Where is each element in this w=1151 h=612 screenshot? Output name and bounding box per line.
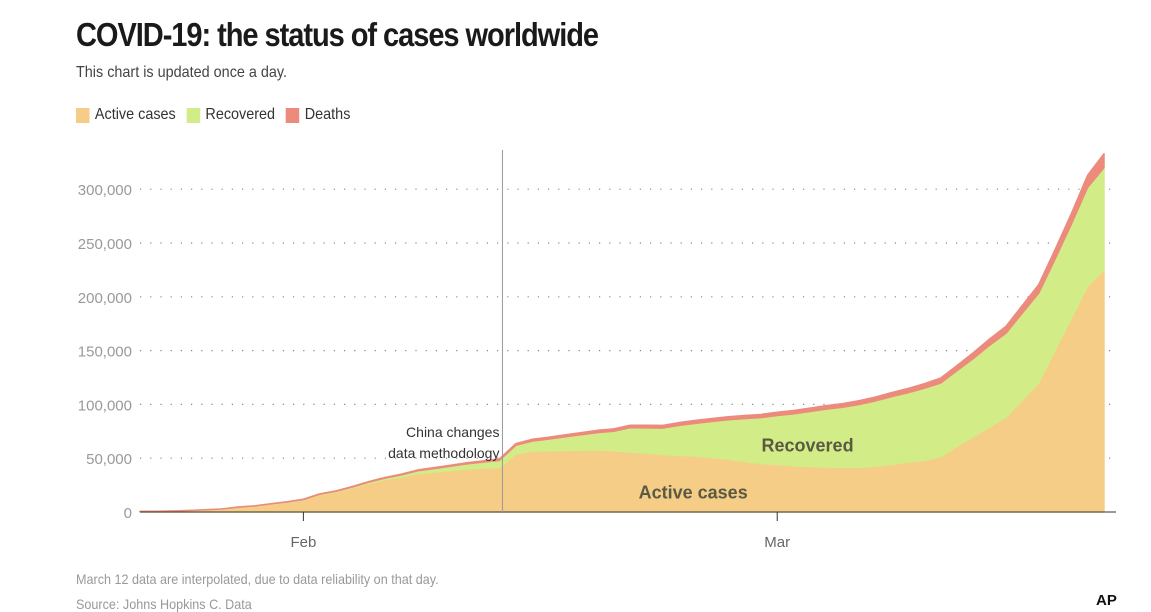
y-tick-label: 200,000 — [78, 290, 132, 307]
y-tick-label: 0 — [124, 505, 132, 522]
legend-item-recovered: Recovered — [186, 106, 276, 124]
source-note: Source: Johns Hopkins C. Data — [76, 596, 252, 612]
y-tick-label: 50,000 — [86, 451, 132, 468]
y-tick-label: 300,000 — [78, 182, 132, 199]
ap-logo: AP — [1096, 592, 1117, 609]
page-subtitle: This chart is updated once a day. — [76, 64, 288, 81]
legend-swatch-deaths — [285, 107, 300, 123]
area-label-recovered: Recovered — [762, 435, 854, 455]
legend-label-active: Active cases — [94, 106, 176, 123]
legend-swatch-recovered — [186, 107, 201, 123]
annotation-text: data methodology — [388, 445, 499, 461]
legend-label-deaths: Deaths — [304, 106, 351, 123]
page-title: COVID-19: the status of cases worldwide — [76, 16, 599, 53]
footnote: March 12 data are interpolated, due to d… — [76, 571, 439, 587]
legend-swatch-active — [76, 107, 90, 123]
chart-legend: Active cases Recovered Deaths — [76, 106, 361, 124]
y-tick-label: 100,000 — [78, 397, 132, 414]
y-tick-label: 250,000 — [78, 236, 132, 253]
area-label-active-cases: Active cases — [639, 483, 748, 503]
annotation-text: China changes — [406, 424, 499, 440]
area-deaths — [139, 152, 1105, 513]
legend-item-active: Active cases — [76, 106, 176, 124]
x-tick-label: Feb — [290, 534, 316, 551]
legend-label-recovered: Recovered — [205, 106, 276, 123]
x-tick-label: Mar — [764, 534, 790, 551]
y-tick-label: 150,000 — [78, 344, 132, 361]
legend-item-deaths: Deaths — [285, 106, 351, 124]
